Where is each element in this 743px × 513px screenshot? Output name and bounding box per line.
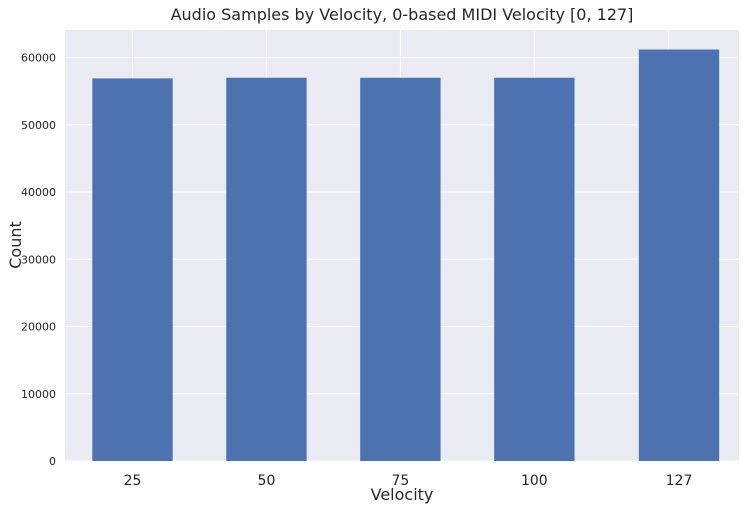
y-tick-label: 60000 xyxy=(21,52,56,65)
y-axis-label: Count xyxy=(6,221,25,269)
x-tick-label: 100 xyxy=(521,473,548,489)
bar xyxy=(226,77,307,461)
bar xyxy=(638,49,720,462)
y-tick-label: 20000 xyxy=(21,321,56,334)
y-tick-label: 30000 xyxy=(21,253,56,266)
x-tick-label: 25 xyxy=(124,473,142,489)
x-tick-label: 127 xyxy=(666,473,693,489)
bar xyxy=(494,77,575,461)
bars xyxy=(92,49,720,462)
x-tick-label: 50 xyxy=(258,473,276,489)
y-tick-label: 10000 xyxy=(21,388,56,401)
bar xyxy=(360,77,441,461)
x-tick-label: 75 xyxy=(391,473,409,489)
bar xyxy=(92,78,173,461)
chart-title: Audio Samples by Velocity, 0-based MIDI … xyxy=(171,5,634,24)
y-tick-label: 0 xyxy=(49,455,56,468)
x-axis-label: Velocity xyxy=(371,485,434,504)
x-tick-labels: 25 50 75 100 127 xyxy=(124,473,693,489)
y-tick-label: 50000 xyxy=(21,119,56,132)
y-tick-labels: 0 10000 20000 30000 40000 50000 60000 xyxy=(21,52,56,468)
y-tick-label: 40000 xyxy=(21,186,56,199)
